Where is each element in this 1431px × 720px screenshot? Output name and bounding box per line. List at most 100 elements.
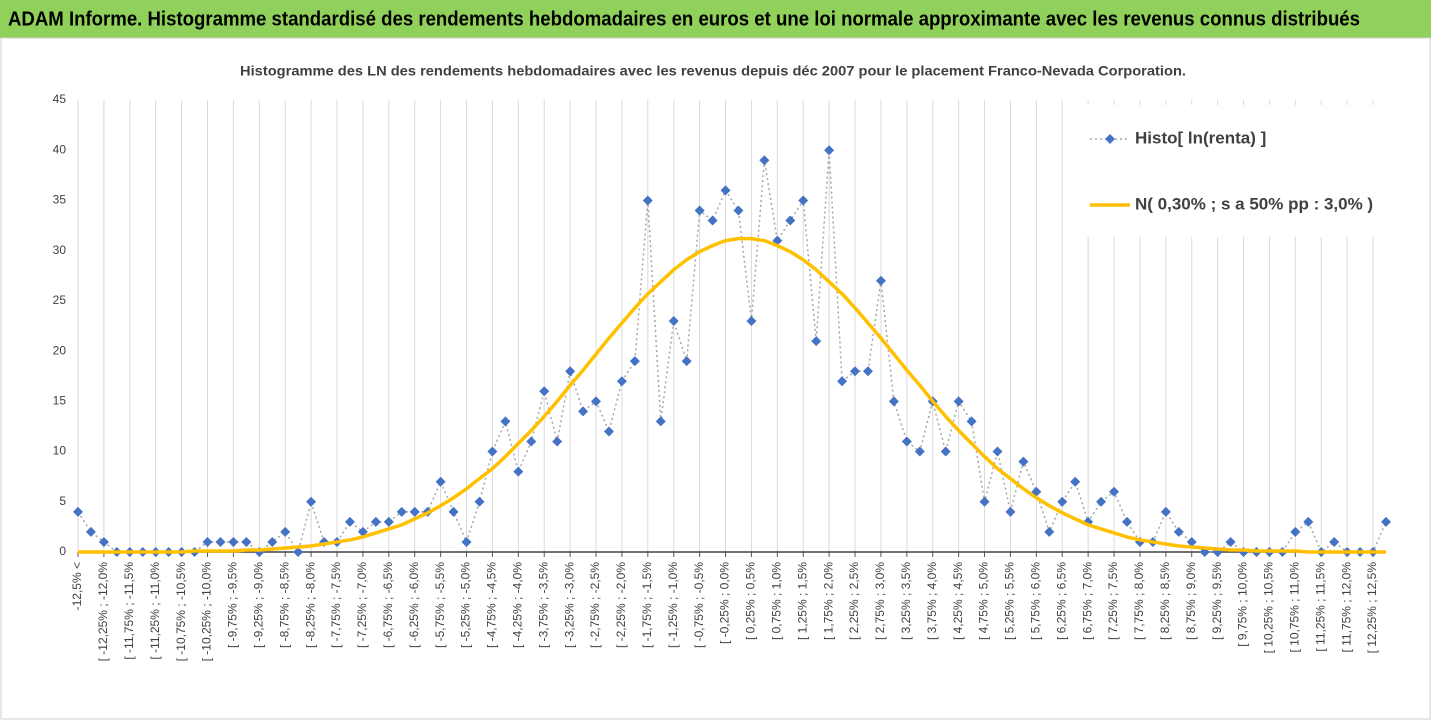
marker [215, 536, 226, 547]
x-tick-label: [ -10,75% ; -10,5% [174, 562, 188, 662]
marker [992, 446, 1003, 457]
x-tick-label: [ 0,25% ; 0,5% [744, 562, 758, 640]
marker [98, 536, 109, 547]
marker [694, 205, 705, 216]
marker [461, 536, 472, 547]
x-tick-label: [ 12,25% ; 12,5% [1365, 562, 1379, 654]
x-tick-label: [ 7,75% ; 8,0% [1132, 562, 1146, 640]
x-tick-label: [ -3,75% ; -3,5% [536, 562, 550, 648]
x-tick-label: [ 2,75% ; 3,0% [873, 562, 887, 640]
marker [409, 506, 420, 517]
marker [293, 547, 304, 557]
marker [228, 536, 239, 547]
marker [85, 526, 96, 537]
x-tick-label: [ 6,75% ; 7,0% [1080, 562, 1094, 640]
marker [1160, 506, 1171, 517]
x-tick-label: [ -3,25% ; -3,0% [562, 562, 576, 648]
marker [914, 446, 925, 457]
marker [1303, 516, 1314, 527]
x-tick-label: [ -11,75% ; -11,5% [122, 562, 136, 660]
marker [202, 536, 213, 547]
marker [850, 366, 861, 377]
x-tick-label: [ -6,75% ; -6,5% [381, 562, 395, 648]
marker [500, 416, 511, 427]
x-tick-label: [ 3,25% ; 3,5% [899, 562, 913, 640]
marker [396, 506, 407, 517]
x-tick-label: [ 0,75% ; 1,0% [769, 562, 783, 640]
marker [565, 366, 576, 377]
y-tick-label: 35 [53, 193, 67, 207]
marker [642, 195, 653, 206]
y-tick-label: 20 [53, 343, 67, 357]
marker [1070, 476, 1081, 487]
x-tick-label: [ -1,25% ; -1,0% [666, 562, 680, 648]
marker [1225, 536, 1236, 547]
y-tick-label: 5 [59, 494, 66, 508]
marker [681, 356, 692, 367]
marker [1329, 536, 1340, 547]
x-tick-label: [ 11,25% ; 11,5% [1313, 562, 1327, 652]
marker [875, 275, 886, 286]
marker [435, 476, 446, 487]
x-tick-label: [ 4,25% ; 4,5% [951, 562, 965, 640]
x-tick-label: [ -9,75% ; -9,5% [226, 562, 240, 648]
marker [746, 315, 757, 326]
x-tick-label: [ -0,25% ; 0,0% [718, 562, 732, 644]
marker [487, 446, 498, 457]
x-tick-label: [ 10,25% ; 10,5% [1262, 562, 1276, 654]
y-tick-label: 45 [53, 92, 67, 106]
x-tick-label: [ 4,75% ; 5,0% [977, 562, 991, 640]
marker [370, 516, 381, 527]
marker [668, 315, 679, 326]
marker [655, 416, 666, 427]
x-tick-label: [ -6,25% ; -6,0% [407, 562, 421, 648]
marker [513, 466, 524, 477]
marker [1173, 526, 1184, 537]
marker [616, 376, 627, 387]
marker [785, 215, 796, 226]
marker [953, 396, 964, 407]
marker [526, 436, 537, 447]
marker [940, 446, 951, 457]
marker [1005, 506, 1016, 517]
x-tick-label: [ -9,25% ; -9,0% [251, 562, 265, 648]
x-tick-label: [ -2,75% ; -2,5% [588, 562, 602, 648]
x-tick-label: [ 3,75% ; 4,0% [925, 562, 939, 640]
marker [578, 406, 589, 417]
marker [1096, 496, 1107, 507]
marker [280, 526, 291, 537]
marker [1121, 516, 1132, 527]
x-tick-label: [ -12,25% ; -12,0% [96, 562, 110, 662]
legend-marker [1105, 134, 1115, 144]
y-tick-label: 30 [53, 243, 67, 257]
x-tick-label: [ 5,75% ; 6,0% [1029, 562, 1043, 640]
marker [1290, 526, 1301, 537]
x-tick-label: [ 10,75% ; 11,0% [1288, 562, 1302, 653]
marker [811, 336, 822, 347]
marker [629, 356, 640, 367]
x-tick-label: [ 8,75% ; 9,0% [1184, 562, 1198, 640]
marker [733, 205, 744, 216]
marker [73, 506, 83, 517]
chart-subtitle: Histogramme des LN des rendements hebdom… [240, 63, 1186, 79]
x-tick-label: [ -2,25% ; -2,0% [614, 562, 628, 648]
marker [552, 436, 563, 447]
x-tick-label: [ -8,25% ; -8,0% [303, 562, 317, 648]
marker [888, 396, 899, 407]
marker [474, 496, 485, 507]
marker [241, 536, 252, 547]
marker [1018, 456, 1029, 467]
x-tick-label: [ -4,25% ; -4,0% [510, 562, 524, 648]
legend-label: Histo[ ln(renta) ] [1135, 128, 1266, 147]
title-bar [0, 0, 1431, 38]
marker [591, 396, 602, 407]
marker [448, 506, 459, 517]
marker [1044, 526, 1055, 537]
x-tick-label: [ -1,75% ; -1,5% [640, 562, 654, 648]
marker [707, 215, 718, 226]
marker [344, 516, 355, 527]
x-tick-label: [ -7,25% ; -7,0% [355, 562, 369, 648]
x-tick-label: [ 1,25% ; 1,5% [795, 562, 809, 640]
y-tick-label: 0 [59, 544, 66, 558]
marker [759, 155, 770, 166]
